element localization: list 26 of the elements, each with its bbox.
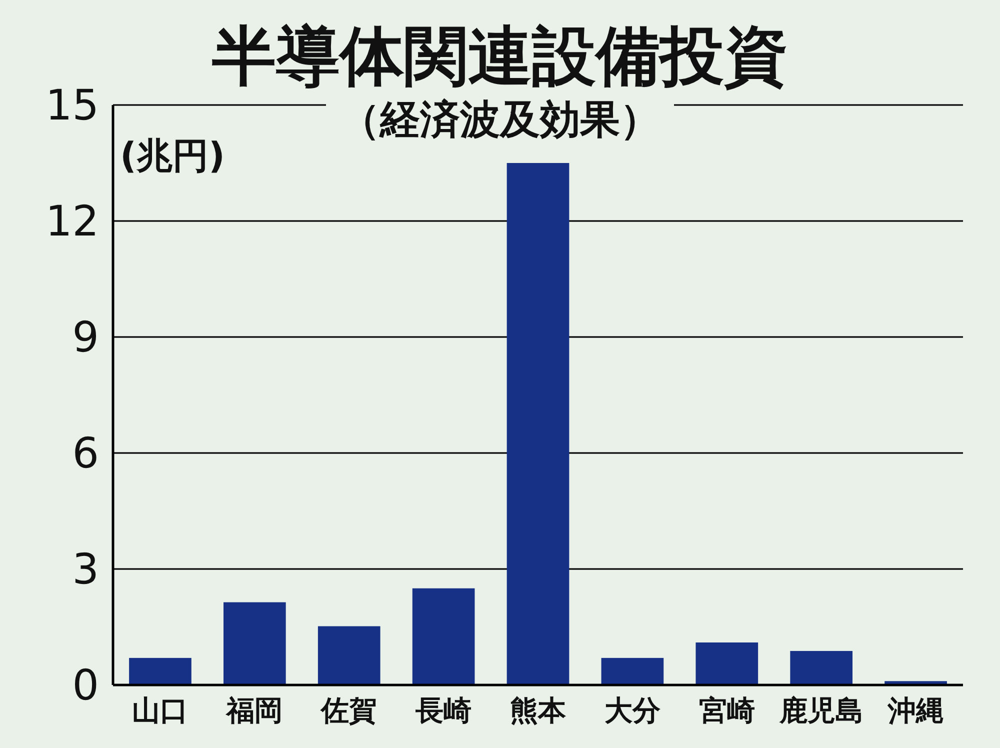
x-tick-label: 山口 bbox=[132, 694, 188, 727]
x-tick-label: 熊本 bbox=[510, 694, 567, 727]
bar bbox=[129, 658, 192, 685]
bar bbox=[412, 588, 475, 685]
bar bbox=[696, 642, 758, 685]
x-tick-label: 宮崎 bbox=[698, 694, 755, 727]
chart-subtitle: （経済波及効果） bbox=[340, 97, 660, 143]
x-tick-label: 長崎 bbox=[414, 694, 472, 727]
x-tick-label: 沖縄 bbox=[886, 694, 944, 727]
y-axis-title: (兆円) bbox=[120, 136, 225, 177]
x-tick-label: 佐賀 bbox=[320, 694, 378, 727]
x-tick-label: 大分 bbox=[604, 694, 662, 727]
y-tick-label: 9 bbox=[72, 312, 99, 362]
y-tick-label: 12 bbox=[46, 196, 99, 246]
y-tick-label: 15 bbox=[46, 80, 99, 130]
chart-title: 半導体関連設備投資 bbox=[211, 20, 788, 94]
bar bbox=[790, 650, 852, 685]
y-tick-label: 0 bbox=[72, 660, 99, 710]
bar bbox=[601, 658, 664, 685]
y-tick-label: 3 bbox=[72, 544, 99, 594]
x-tick-label: 福岡 bbox=[224, 694, 283, 727]
x-tick-label: 鹿児島 bbox=[778, 694, 864, 727]
bar bbox=[506, 163, 570, 685]
y-tick-label: 6 bbox=[72, 428, 99, 478]
bar bbox=[318, 626, 380, 685]
bar bbox=[224, 602, 286, 685]
